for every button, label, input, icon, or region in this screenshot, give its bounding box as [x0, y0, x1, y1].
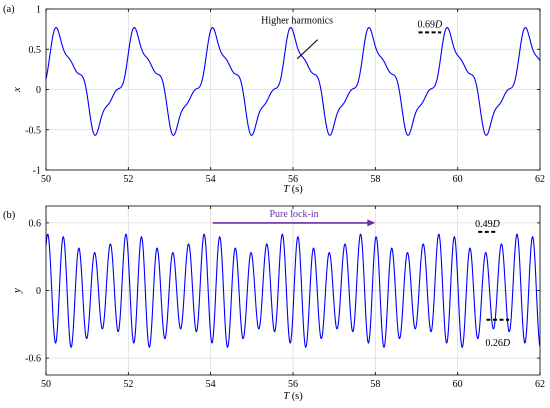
x-tick-label: 56 — [288, 379, 298, 390]
y-tick-label: -0.5 — [25, 125, 41, 136]
y-tick-label: 0.6 — [29, 218, 42, 229]
annotation-text: Higher harmonics — [261, 15, 333, 26]
x-tick-label: 52 — [123, 174, 133, 185]
x-tick-label: 62 — [535, 174, 545, 185]
x-tick-label: 54 — [206, 379, 216, 390]
x-tick-label: 52 — [123, 379, 133, 390]
amplitude-label: 0.49D — [475, 219, 501, 230]
lock-in-label: Pure lock-in — [269, 209, 318, 220]
x-tick-label: 58 — [370, 379, 380, 390]
x-tick-label: 60 — [453, 174, 463, 185]
y-tick-label: -0.6 — [25, 354, 41, 365]
series-line — [45, 233, 541, 348]
x-tick-label: 56 — [288, 174, 298, 185]
panel-a: 50 52 54 56 58 60 62 -1 -0.5 0 0.5 1 (a) T (s) x Higher… — [3, 4, 545, 195]
x-axis-label: T (s) — [283, 391, 303, 402]
y-axis-label: x — [12, 87, 23, 93]
x-axis-label: T (s) — [283, 184, 303, 195]
x-tick-label: 50 — [41, 379, 51, 390]
panel-b: 50 52 54 56 58 60 62 -0.6 0 0.6 (b) T (s) y Pure lock… — [3, 205, 545, 402]
x-tick-label: 54 — [206, 174, 216, 185]
annotation-pointer — [296, 39, 319, 60]
amplitude-label: 0.69D — [418, 19, 444, 30]
series-line — [45, 27, 541, 136]
y-tick-label: 0 — [36, 286, 41, 297]
y-tick-label: 0 — [36, 85, 41, 96]
y-tick-label: -1 — [33, 166, 41, 177]
panel-label: (a) — [3, 4, 15, 15]
y-tick-label: 0.5 — [29, 45, 42, 56]
y-tick-label: 1 — [36, 5, 41, 16]
y-axis-label: y — [12, 288, 23, 294]
x-tick-label: 62 — [535, 379, 545, 390]
amplitude-label: 0.26D — [485, 338, 511, 349]
lock-in-arrow-head — [367, 219, 376, 227]
x-tick-label: 60 — [453, 379, 463, 390]
x-tick-label: 50 — [41, 174, 51, 185]
x-tick-label: 58 — [370, 174, 380, 185]
panel-label: (b) — [3, 210, 16, 221]
